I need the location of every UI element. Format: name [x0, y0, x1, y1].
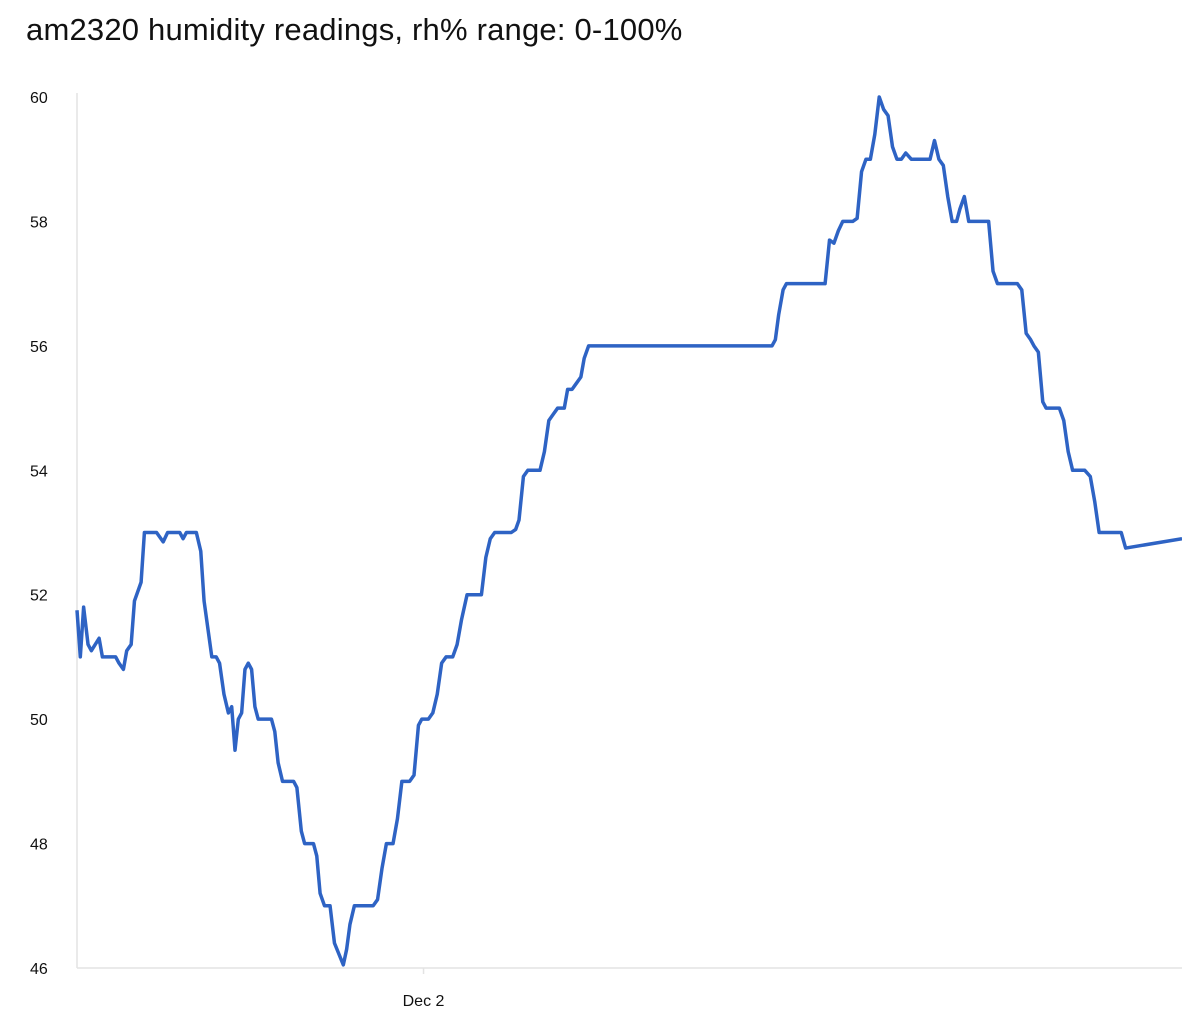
y-tick-label: 60	[30, 90, 48, 107]
y-tick-label: 58	[30, 214, 48, 231]
axes	[76, 93, 1182, 969]
series-layer	[75, 95, 1182, 967]
y-tick-label: 46	[30, 961, 48, 978]
tick-labels: 46 48 50 52 54 56 58 60 Dec 2	[30, 90, 445, 1010]
chart-title: am2320 humidity readings, rh% range: 0-1…	[26, 12, 683, 47]
x-tick-label: Dec 2	[403, 993, 445, 1010]
y-tick-label: 56	[30, 339, 48, 356]
y-tick-label: 52	[30, 588, 48, 605]
y-tick-label: 50	[30, 712, 48, 729]
humidity-series-line	[75, 95, 1182, 967]
y-tick-label: 48	[30, 837, 48, 854]
y-tick-label: 54	[30, 463, 48, 480]
